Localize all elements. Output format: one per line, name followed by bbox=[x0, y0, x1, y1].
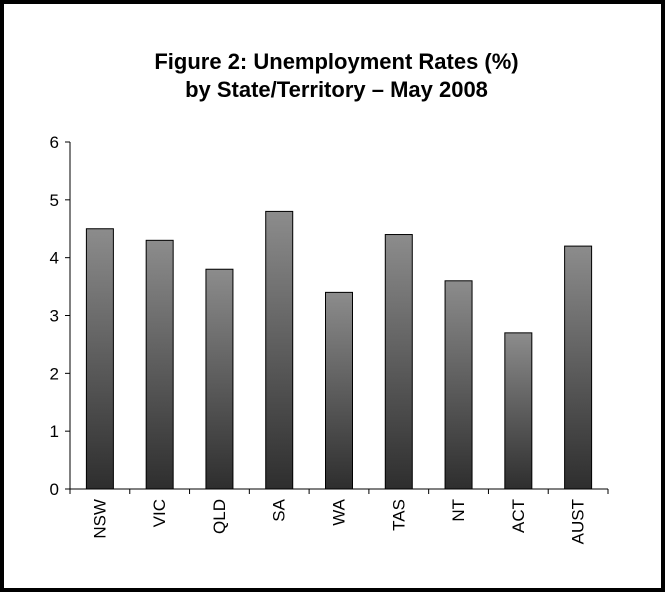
y-tick-label: 2 bbox=[50, 364, 59, 383]
y-tick-label: 4 bbox=[50, 249, 59, 268]
bar-tas bbox=[384, 234, 413, 490]
y-tick-label: 1 bbox=[50, 422, 59, 441]
x-tick-label: WA bbox=[330, 498, 349, 525]
bar-vic bbox=[145, 239, 174, 490]
bar-sa bbox=[265, 210, 294, 490]
bars bbox=[85, 210, 593, 490]
bar-act bbox=[504, 332, 533, 490]
bar-nsw bbox=[85, 228, 114, 490]
x-tick-label: TAS bbox=[389, 499, 408, 531]
chart-title: Figure 2: Unemployment Rates (%) by Stat… bbox=[4, 48, 665, 104]
chart-title-line-1: Figure 2: Unemployment Rates (%) bbox=[154, 49, 519, 74]
bar-qld bbox=[205, 268, 234, 490]
y-tick-label: 0 bbox=[50, 480, 59, 499]
x-tick-label: NT bbox=[449, 499, 468, 522]
x-axis: NSW VIC QLD SA WA TAS NT ACT AUST bbox=[69, 488, 609, 544]
bar-aust bbox=[564, 245, 593, 490]
bar-nt bbox=[444, 280, 473, 490]
x-tick-label: ACT bbox=[509, 499, 528, 533]
y-tick-label: 6 bbox=[50, 133, 59, 152]
y-tick-label: 5 bbox=[50, 191, 59, 210]
x-tick-label: AUST bbox=[569, 499, 588, 544]
x-tick-label: NSW bbox=[90, 499, 109, 539]
x-tick-label: QLD bbox=[210, 499, 229, 534]
bar-wa bbox=[325, 291, 353, 490]
chart-title-line-2: by State/Territory – May 2008 bbox=[185, 77, 488, 102]
x-tick-label: VIC bbox=[150, 499, 169, 527]
x-tick-label: SA bbox=[270, 498, 289, 521]
y-axis: 0 1 2 3 4 5 6 bbox=[50, 133, 71, 499]
y-tick-label: 3 bbox=[50, 307, 59, 326]
